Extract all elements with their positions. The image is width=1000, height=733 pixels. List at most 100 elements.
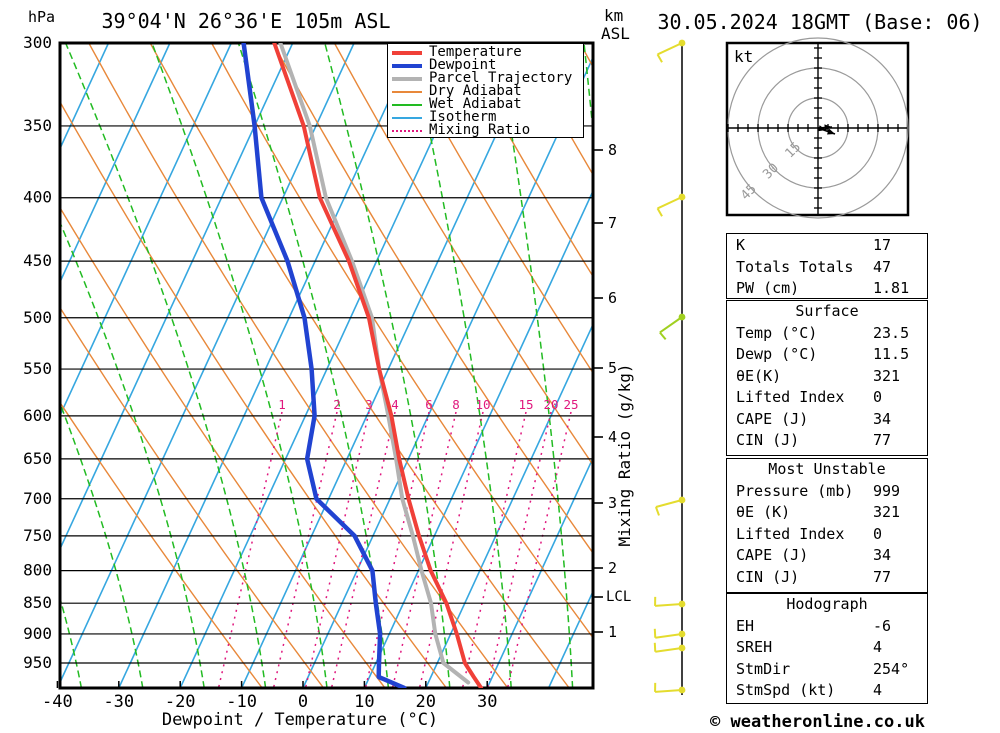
table-row-value: 11.5 [873, 345, 910, 363]
wind-barb [653, 628, 686, 639]
legend-label: Dewpoint [429, 57, 497, 73]
km-tick-label: 6 [608, 289, 617, 307]
table-row-label: Temp (°C) [736, 323, 818, 342]
wet-adiabat-lines [60, 43, 593, 688]
table-row-label: θE (K) [736, 503, 791, 521]
wind-barb [654, 682, 686, 694]
indices-table-most-unstable: Most Unstable Pressure (mb) 999 θE (K) 321 Li… [726, 458, 928, 593]
table-row: Lifted Index 0 [727, 387, 927, 409]
temp-tick-label: 0 [298, 692, 308, 712]
pressure-tick-label: 850 [23, 593, 52, 612]
table-row-value: 34 [873, 409, 892, 428]
km-tick-label: 3 [608, 494, 617, 512]
table-row-value: 0 [873, 524, 883, 543]
km-tick-label: 1 [608, 623, 617, 641]
table-row-value: 23.5 [873, 323, 910, 342]
mixing-ratio-value-label: 1 [278, 397, 286, 412]
mixing-ratio-value-labels: 1 2 3 4 6 8 10 15 20 25 [278, 397, 578, 412]
table-row: θE (K) 321 [727, 502, 927, 524]
pressure-tick-label: 400 [23, 188, 52, 207]
wind-barb [659, 313, 686, 341]
legend-label: Isotherm [429, 109, 497, 125]
km-tick-label: 4 [608, 428, 617, 446]
mixing-ratio-value-label: 2 [333, 397, 341, 412]
table-row-value: 321 [873, 503, 901, 521]
legend-swatch [392, 50, 422, 55]
km-tick-label: 7 [608, 214, 617, 232]
datetime-label: 30.05.2024 18GMT (Base: 06) [657, 10, 983, 34]
mixing-ratio-value-label: 8 [452, 397, 460, 412]
table-row-value: 1.81 [873, 279, 910, 297]
table-row: EH -6 [727, 616, 927, 638]
table-row-label: PW (cm) [736, 279, 800, 297]
pressure-tick-label: 600 [23, 406, 52, 425]
table-row-label: CIN (J) [736, 431, 800, 449]
wind-barb-staff [653, 39, 686, 695]
table-row: CAPE (J) 34 [727, 409, 927, 431]
temperature-curve [272, 43, 484, 688]
legend-swatch [392, 76, 422, 81]
table-row-value: 34 [873, 546, 892, 564]
table-title: Most Unstable [768, 460, 886, 478]
legend-label: Mixing Ratio [429, 122, 531, 138]
pressure-tick-label: 450 [23, 251, 52, 270]
table-row-value: 4 [873, 638, 883, 656]
pressure-tick-label: 550 [23, 359, 52, 378]
wind-barb [653, 642, 686, 653]
pressure-tick-label: 900 [23, 624, 52, 643]
legend-label: Wet Adiabat [429, 96, 522, 112]
temp-tick-label: 30 [477, 692, 497, 712]
temp-tick-label: -20 [165, 692, 196, 712]
isotherm-lines [60, 43, 593, 688]
sounding-curves [241, 43, 484, 688]
table-row: CAPE (J) 34 [727, 545, 927, 567]
temp-tick-label: -30 [103, 692, 134, 712]
table-row: CIN (J) 77 [727, 567, 927, 589]
pressure-unit-label: hPa [28, 8, 56, 26]
mixing-ratio-value-label: 20 [543, 397, 558, 412]
table-row-label: CAPE (J) [736, 546, 809, 564]
legend-item-isotherm: Isotherm [392, 109, 583, 125]
table-row: θE(K) 321 [727, 366, 927, 388]
legend-swatch [392, 103, 422, 106]
table-title: Surface [795, 302, 859, 320]
table-row: SREH 4 [727, 637, 927, 659]
legend-label: Parcel Trajectory [429, 70, 573, 86]
wind-barb [654, 596, 686, 608]
table-row-label: K [736, 236, 746, 254]
pressure-tick-label: 750 [23, 526, 52, 545]
wind-barb [656, 39, 686, 63]
legend-item-dry-adiabat: Dry Adiabat [392, 84, 583, 98]
table-row-label: Lifted Index [736, 524, 845, 543]
table-row-label: Dewp (°C) [736, 345, 818, 363]
km-axis: 8 7 6 5 4 3 2 1 Mixing Ratio (g/kg) [594, 141, 634, 641]
legend-item-temperature: Temperature [392, 44, 583, 60]
x-axis-title: Dewpoint / Temperature (°C) [161, 710, 439, 730]
temp-tick-label: -40 [42, 692, 73, 712]
table-row: Dewp (°C) 11.5 [727, 344, 927, 366]
mixing-ratio-value-label: 15 [518, 397, 533, 412]
table-row: Pressure (mb) 999 [727, 481, 927, 503]
table-row-value: 0 [873, 388, 883, 406]
km-tick-label: 2 [608, 559, 617, 577]
temp-tick-label: -10 [226, 692, 257, 712]
table-row-value: 47 [873, 257, 892, 276]
table-row: CIN (J) 77 [727, 430, 927, 452]
table-row-label: StmDir [736, 659, 791, 678]
table-row: Totals Totals 47 [727, 257, 927, 279]
legend-item-wet-adiabat: Wet Adiabat [392, 96, 583, 112]
table-row: Temp (°C) 23.5 [727, 323, 927, 345]
legend-label: Temperature [429, 44, 522, 60]
pressure-tick-label: 350 [23, 116, 52, 135]
wind-barb [656, 193, 686, 217]
legend-item-mixing-ratio: Mixing Ratio [392, 122, 583, 138]
pressure-tick-label: 500 [23, 308, 52, 327]
legend-swatch [392, 90, 422, 93]
legend-item-parcel-trajectory: Parcel Trajectory [392, 70, 583, 86]
indices-table-general: K 17 Totals Totals 47 PW (cm) 1.81 [726, 233, 928, 299]
copyright-link[interactable]: © weatheronline.co.uk [710, 712, 925, 732]
mixing-ratio-value-label: 6 [425, 397, 433, 412]
mixing-ratio-value-label: 4 [391, 397, 399, 412]
table-row-label: CAPE (J) [736, 409, 809, 428]
